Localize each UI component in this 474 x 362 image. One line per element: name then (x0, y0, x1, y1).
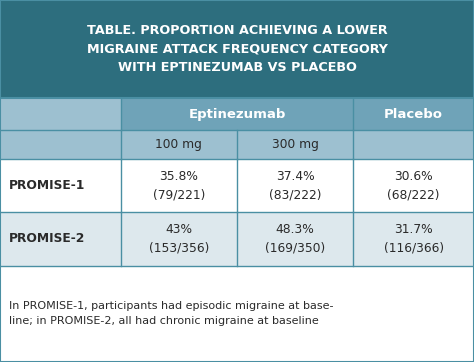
Bar (0, 159, 121, 212)
Bar (121, 159, 237, 212)
Bar (121, 98, 353, 130)
Text: Eptinezumab: Eptinezumab (188, 108, 286, 121)
Text: 300 mg: 300 mg (272, 138, 319, 151)
Text: 31.7%
(116/366): 31.7% (116/366) (383, 223, 444, 255)
Bar (353, 98, 474, 130)
Bar (0, 212, 121, 266)
Bar (353, 159, 474, 212)
Bar (353, 130, 474, 159)
Text: 30.6%
(68/222): 30.6% (68/222) (387, 169, 440, 201)
Text: 37.4%
(83/222): 37.4% (83/222) (269, 169, 321, 201)
Text: 100 mg: 100 mg (155, 138, 202, 151)
Text: 48.3%
(169/350): 48.3% (169/350) (265, 223, 325, 255)
Text: PROMISE-1: PROMISE-1 (9, 179, 85, 192)
Text: 35.8%
(79/221): 35.8% (79/221) (153, 169, 205, 201)
Text: PROMISE-2: PROMISE-2 (9, 232, 85, 245)
Text: Placebo: Placebo (384, 108, 443, 121)
Bar (0, 266, 474, 362)
Bar (237, 159, 353, 212)
Bar (237, 130, 353, 159)
Bar (0, 130, 121, 159)
Bar (237, 212, 353, 266)
Text: 43%
(153/356): 43% (153/356) (149, 223, 209, 255)
Text: In PROMISE-1, participants had episodic migraine at base-
line; in PROMISE-2, al: In PROMISE-1, participants had episodic … (9, 302, 333, 326)
Text: TABLE. PROPORTION ACHIEVING A LOWER
MIGRAINE ATTACK FREQUENCY CATEGORY
WITH EPTI: TABLE. PROPORTION ACHIEVING A LOWER MIGR… (87, 24, 387, 74)
Bar (121, 212, 237, 266)
Bar (121, 130, 237, 159)
Bar (0, 0, 474, 98)
Bar (353, 212, 474, 266)
Bar (0, 98, 121, 130)
